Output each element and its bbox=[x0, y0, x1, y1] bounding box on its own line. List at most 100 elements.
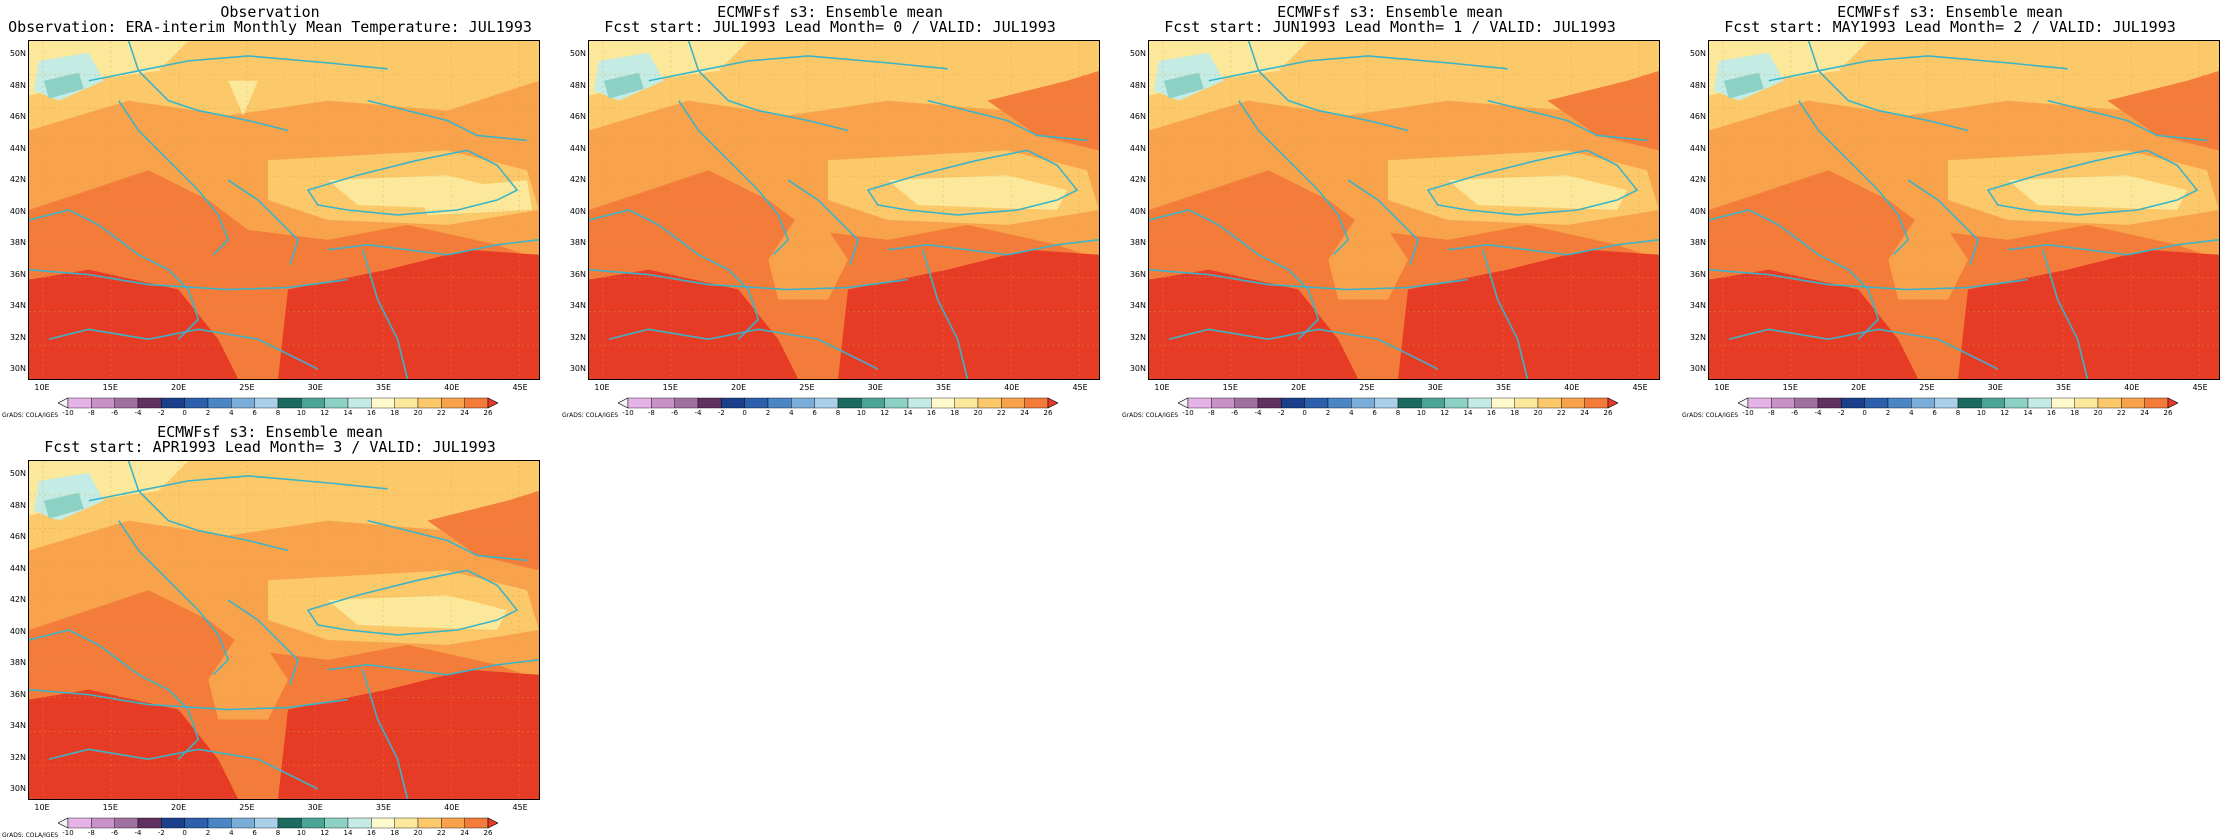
latitude-label: 44N bbox=[1129, 143, 1146, 153]
colorbar-swatch bbox=[1281, 397, 1305, 409]
colorbar-tick-label: 20 bbox=[1533, 409, 1543, 417]
temperature-map bbox=[588, 40, 1100, 380]
latitude-label: 50N bbox=[569, 49, 586, 58]
colorbar-tick-label: 26 bbox=[1603, 409, 1613, 417]
colorbar-swatch bbox=[907, 397, 932, 409]
coastline bbox=[367, 99, 528, 142]
colorbar-tick-label: 10 bbox=[856, 409, 866, 417]
colorbar-tick-label: 18 bbox=[950, 409, 960, 417]
colorbar-tick-label: 4 bbox=[229, 409, 234, 417]
colorbar-swatch bbox=[1304, 397, 1329, 409]
colorbar-swatch bbox=[931, 397, 955, 409]
colorbar-tick-label: 22 bbox=[436, 409, 446, 417]
colorbar-swatch bbox=[1911, 397, 1935, 409]
coastline bbox=[1149, 209, 1320, 340]
temperature-map bbox=[28, 40, 540, 380]
colorbar-tick-label: 24 bbox=[460, 829, 470, 837]
colorbar-high-arrow bbox=[1047, 397, 1058, 409]
colorbar: -10 -8 -6 -4 -2 0 2 4 6 8 10 12 14 16 18 20 22 24 26 bbox=[618, 397, 1058, 419]
coastline bbox=[2047, 99, 2208, 142]
longitude-label: 40E bbox=[1004, 383, 1020, 392]
latitude-label: 38N bbox=[569, 238, 586, 247]
colorbar-swatch bbox=[1514, 397, 1539, 409]
longitude-label: 30E bbox=[307, 383, 323, 392]
colorbar-tick-label: 0 bbox=[182, 829, 187, 837]
colorbar-tick-label: 2 bbox=[1885, 409, 1891, 417]
latitude-label: 48N bbox=[9, 80, 26, 90]
coastline bbox=[927, 99, 1088, 142]
coastline bbox=[1168, 328, 1439, 370]
colorbar-tick-label: -2 bbox=[157, 829, 165, 837]
colorbar-swatch bbox=[814, 397, 839, 409]
latitude-label: 48N bbox=[9, 500, 26, 510]
colorbar-swatch bbox=[324, 397, 349, 409]
colorbar-swatch bbox=[1864, 397, 1889, 409]
colorbar-swatch bbox=[371, 817, 395, 829]
latitude-label: 38N bbox=[1689, 238, 1706, 247]
colorbar-swatch bbox=[67, 817, 92, 829]
latitude-label: 46N bbox=[569, 112, 586, 121]
colorbar-tick-label: -6 bbox=[1231, 409, 1239, 417]
colorbar-swatch bbox=[254, 817, 279, 829]
colorbar: -10 -8 -6 -4 -2 0 2 4 6 8 10 12 14 16 18 20 22 24 26 bbox=[58, 817, 498, 839]
longitude-label: 40E bbox=[444, 383, 460, 392]
colorbar-tick-label: 18 bbox=[2070, 409, 2080, 417]
colorbar-tick-label: 20 bbox=[2093, 409, 2103, 417]
temperature-band bbox=[1398, 249, 1659, 379]
colorbar-tick-label: -8 bbox=[87, 409, 95, 417]
colorbar-swatch bbox=[324, 817, 349, 829]
colorbar-swatch bbox=[137, 817, 162, 829]
latitude-label: 44N bbox=[569, 143, 586, 153]
latitude-label: 34N bbox=[569, 301, 586, 310]
coastline bbox=[1807, 41, 1969, 132]
temperature-field bbox=[1149, 41, 1659, 379]
latitude-label: 38N bbox=[9, 238, 26, 247]
colorbar-swatch bbox=[1887, 397, 1912, 409]
coastline bbox=[227, 179, 299, 265]
colorbar-tick-label: 26 bbox=[1043, 409, 1053, 417]
coastline bbox=[921, 249, 969, 379]
colorbar-tick-label: 14 bbox=[903, 409, 913, 417]
temperature-band bbox=[1447, 175, 1628, 210]
colorbar-swatch bbox=[1467, 397, 1492, 409]
temperature-field bbox=[29, 41, 539, 379]
latitude-label: 34N bbox=[1129, 301, 1146, 310]
latitude-label: 48N bbox=[1129, 80, 1146, 90]
longitude-label: 45E bbox=[2192, 383, 2208, 392]
longitude-label: 40E bbox=[2124, 383, 2140, 392]
colorbar-tick-label: -8 bbox=[1207, 409, 1215, 417]
colorbar-swatch bbox=[207, 817, 232, 829]
colorbar-swatch bbox=[347, 397, 372, 409]
temperature-map bbox=[1708, 40, 2220, 380]
coastline bbox=[1149, 268, 1468, 291]
panel-title: Observation bbox=[220, 3, 320, 21]
latitude-label: 34N bbox=[1689, 301, 1706, 310]
latitude-label: 48N bbox=[569, 80, 586, 90]
colorbar-tick-label: 6 bbox=[1372, 409, 1377, 417]
temperature-band bbox=[427, 490, 539, 571]
longitude-label: 35E bbox=[2055, 383, 2072, 392]
temperature-band bbox=[603, 72, 644, 99]
colorbar-tick-label: -10 bbox=[1182, 409, 1194, 417]
coastline bbox=[1237, 100, 1350, 256]
coastline bbox=[306, 569, 519, 636]
colorbar-tick-label: 2 bbox=[1325, 409, 1331, 417]
colorbar-low-arrow bbox=[58, 397, 69, 409]
colorbar-swatch bbox=[1537, 397, 1562, 409]
colorbar-swatch bbox=[1444, 397, 1469, 409]
coastline bbox=[88, 55, 388, 82]
grads-credit: GrADS: COLA/IGES bbox=[1122, 412, 1179, 419]
colorbar-high-arrow bbox=[2167, 397, 2178, 409]
coastline bbox=[29, 629, 200, 760]
colorbar-tick-label: 12 bbox=[320, 829, 330, 837]
coastline bbox=[866, 149, 1079, 216]
colorbar-swatch bbox=[371, 397, 395, 409]
colorbar-swatch bbox=[2121, 397, 2145, 409]
colorbar-swatch bbox=[161, 397, 185, 409]
temperature-band bbox=[838, 249, 1099, 379]
latitude-label: 30N bbox=[9, 784, 26, 793]
temperature-band bbox=[1328, 200, 1408, 300]
longitude-label: 40E bbox=[444, 803, 460, 812]
coastline bbox=[327, 239, 539, 256]
longitude-label: 25E bbox=[239, 803, 255, 812]
